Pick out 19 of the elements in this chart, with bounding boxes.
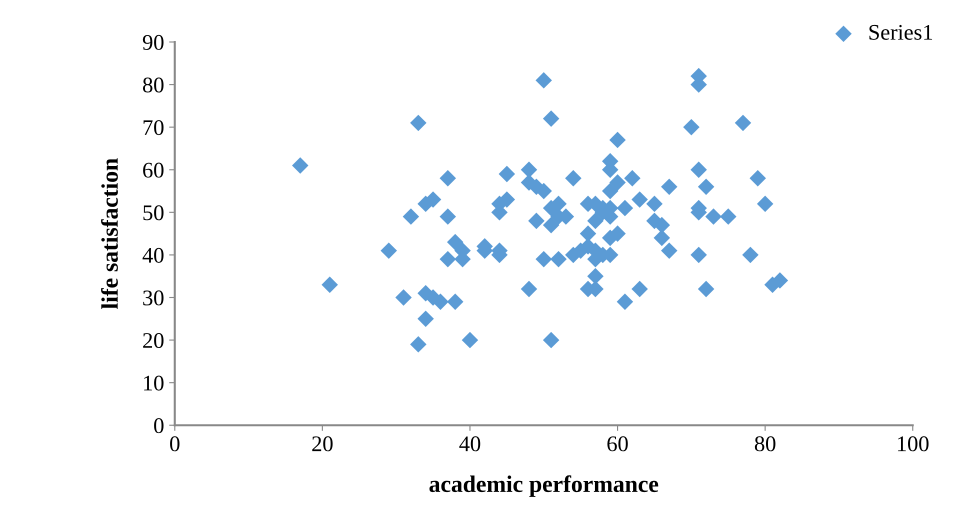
y-tick-label: 0 bbox=[154, 418, 164, 434]
legend-label: Series1 bbox=[869, 24, 932, 40]
y-tick-label: 60 bbox=[143, 162, 164, 178]
x-tick-label: 100 bbox=[898, 436, 929, 452]
x-tick-label: 60 bbox=[607, 436, 628, 452]
y-tick-label: 90 bbox=[142, 34, 164, 50]
y-tick-label: 50 bbox=[143, 205, 164, 220]
y-tick-label: 20 bbox=[143, 333, 164, 348]
y-tick-label: 70 bbox=[144, 120, 164, 136]
x-tick-label: 0 bbox=[170, 436, 180, 452]
y-tick-label: 30 bbox=[143, 290, 164, 306]
y-axis-title: life satisfaction bbox=[101, 158, 118, 309]
x-tick-label: 20 bbox=[312, 436, 333, 452]
y-tick-label: 10 bbox=[144, 376, 164, 391]
x-axis-title: academic performance bbox=[429, 475, 658, 497]
x-tick-label: 80 bbox=[754, 436, 776, 452]
y-tick-label: 40 bbox=[142, 248, 164, 263]
y-tick-label: 80 bbox=[142, 78, 164, 93]
x-tick-label: 40 bbox=[459, 436, 480, 452]
